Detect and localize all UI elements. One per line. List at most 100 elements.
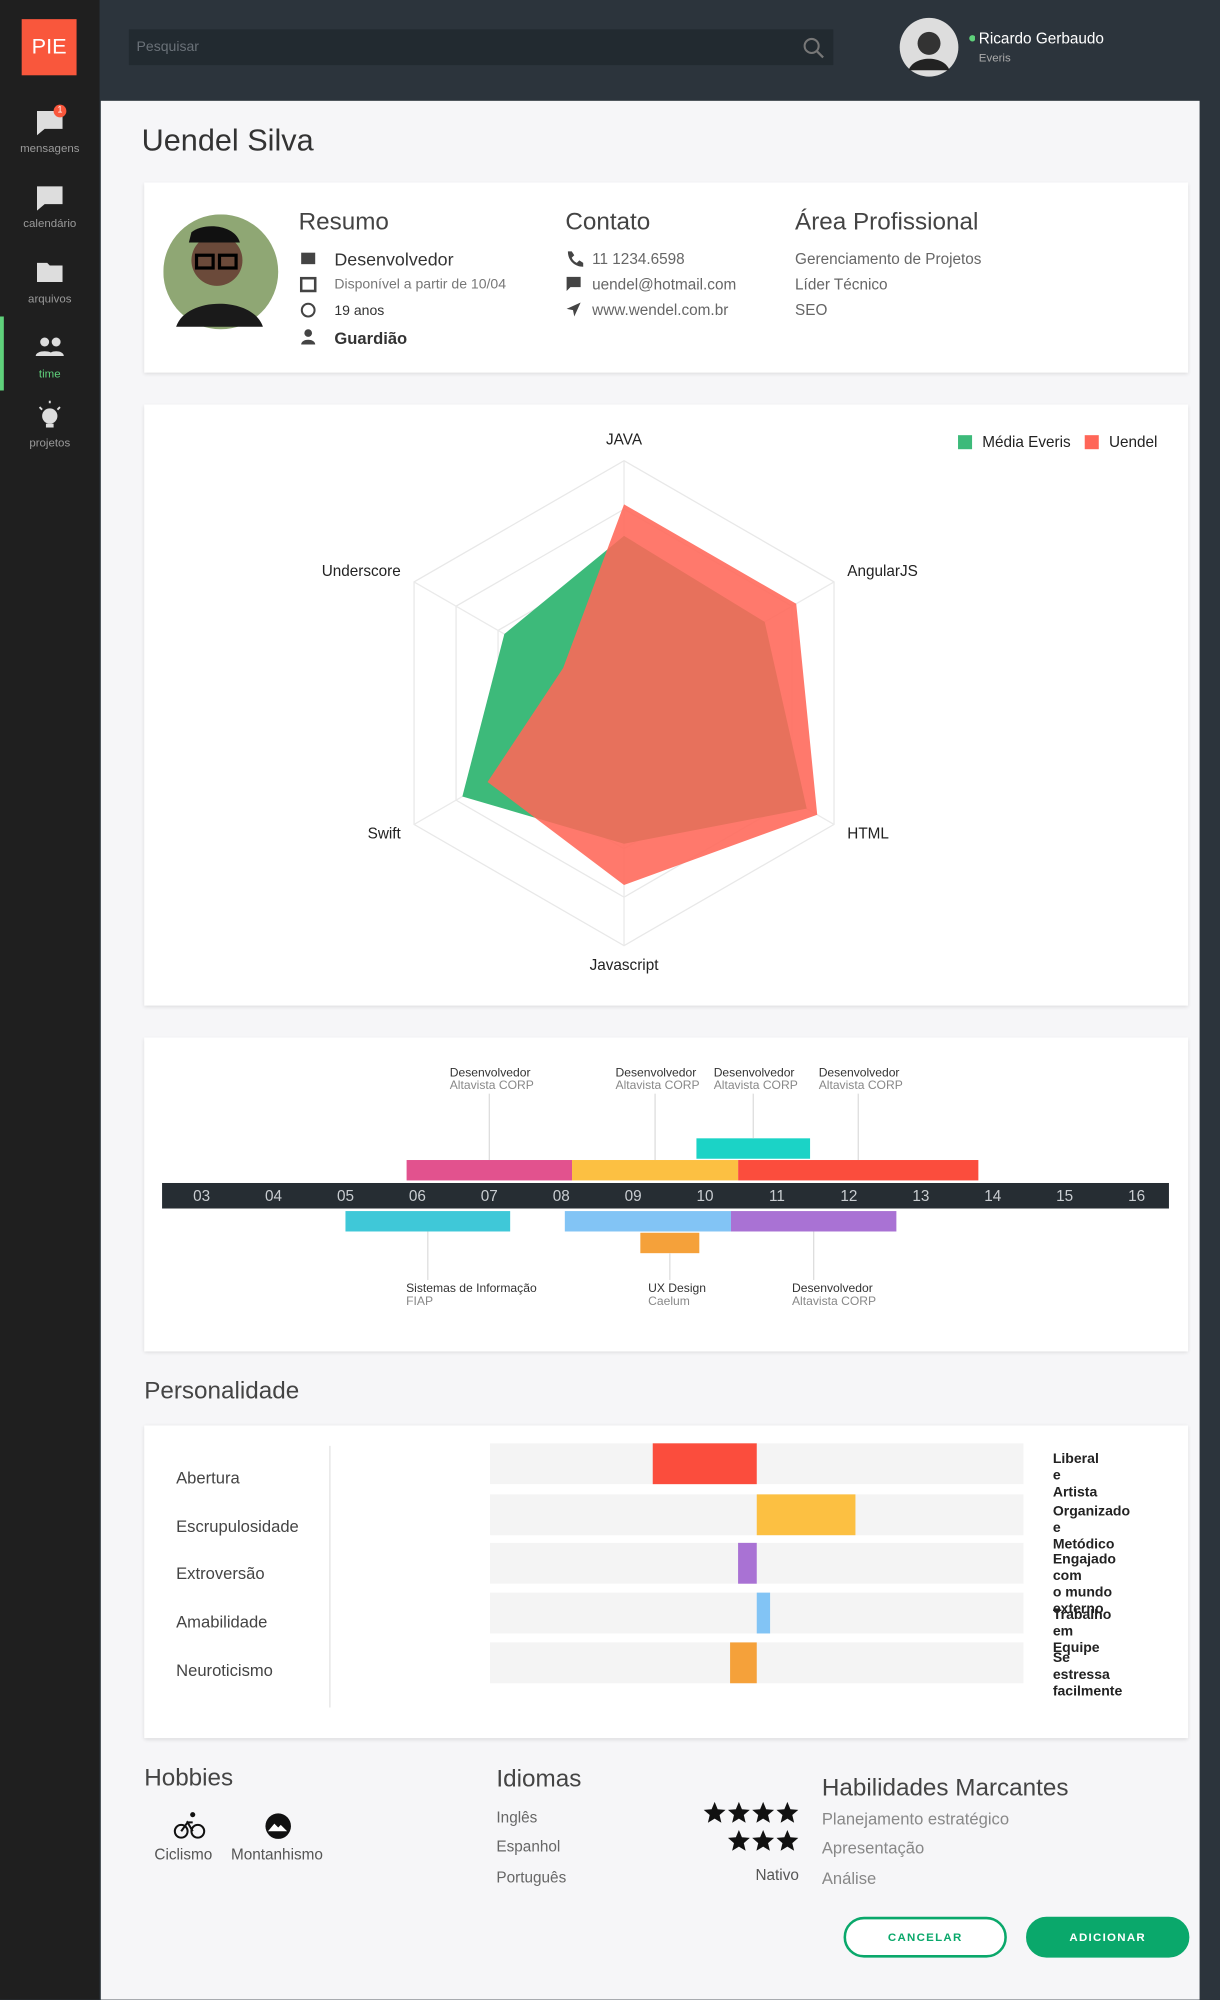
- x-tick-label: 09: [625, 1188, 642, 1205]
- high-label: Se estressa facilmente: [1052, 1650, 1123, 1700]
- sidebar: [0, 0, 100, 2000]
- axis-label: HTML: [847, 826, 889, 843]
- skill: Apresentação: [821, 1838, 925, 1858]
- item-subtitle: Altavista CORP: [616, 1078, 700, 1092]
- item-title: Desenvolvedor: [450, 1065, 531, 1079]
- x-tick-label: 13: [912, 1188, 929, 1205]
- timeline-bar: [696, 1138, 811, 1159]
- item-title: Desenvolvedor: [616, 1065, 697, 1079]
- x-tick-label: 06: [409, 1188, 426, 1205]
- x-tick-label: 10: [697, 1188, 714, 1205]
- nav-item[interactable]: mensagens: [20, 141, 80, 155]
- section-title: Personalidade: [144, 1378, 300, 1406]
- legend-label: Média Everis: [982, 434, 1071, 451]
- bar: [738, 1542, 757, 1584]
- search-placeholder: Pesquisar: [136, 39, 199, 55]
- item-subtitle: Altavista CORP: [819, 1078, 903, 1092]
- nav-item[interactable]: projetos: [29, 436, 71, 450]
- high-label: Organizado e Metódico: [1052, 1503, 1131, 1553]
- high-label: Trabalho em Equipe: [1052, 1607, 1112, 1656]
- language: Português: [496, 1868, 567, 1887]
- axis-label: Javascript: [590, 957, 660, 974]
- section-title: Habilidades Marcantes: [821, 1775, 1069, 1802]
- hobby: Montanhismo: [230, 1845, 323, 1864]
- x-tick-label: 16: [1128, 1188, 1145, 1205]
- category-label: Extroversão: [176, 1563, 265, 1584]
- section-title: Idiomas: [496, 1766, 582, 1793]
- logo[interactable]: PIE: [21, 19, 77, 76]
- item-title: Desenvolvedor: [714, 1065, 795, 1079]
- icon-team: [35, 337, 64, 357]
- language: Inglês: [496, 1808, 538, 1827]
- high-label: Liberal e Artista: [1052, 1451, 1099, 1501]
- skill: Análise: [821, 1868, 877, 1889]
- x-tick-label: 14: [984, 1188, 1002, 1205]
- contact-item[interactable]: www.wendel.com.br: [592, 301, 729, 320]
- icon-calendar: [37, 186, 63, 211]
- nav-item[interactable]: calendário: [23, 216, 77, 230]
- search-box[interactable]: [128, 29, 834, 66]
- profile-photo: [163, 214, 279, 330]
- category-label: Neuroticismo: [176, 1660, 273, 1681]
- divider: [329, 1445, 331, 1708]
- skill: Planejamento estratégico: [821, 1808, 1010, 1829]
- summary-item: Desenvolvedor: [334, 248, 454, 270]
- add-button[interactable]: ADICIONAR: [1026, 1916, 1190, 1958]
- section-title: Contato: [565, 209, 651, 237]
- nav-item[interactable]: time: [38, 367, 61, 381]
- legend-swatch: [958, 435, 973, 450]
- search-icon[interactable]: [801, 36, 827, 62]
- star: [727, 1829, 750, 1851]
- timeline-bar: [738, 1160, 979, 1181]
- item-subtitle: Altavista CORP: [792, 1294, 876, 1308]
- area-item: Líder Técnico: [795, 275, 888, 294]
- icon-files: [37, 262, 63, 283]
- bar: [730, 1642, 757, 1684]
- category-label: Amabilidade: [176, 1612, 268, 1632]
- page-title: Uendel Silva: [141, 123, 314, 159]
- x-tick-label: 08: [553, 1188, 570, 1205]
- x-tick-label: 03: [193, 1188, 210, 1205]
- user-avatar[interactable]: [898, 17, 975, 81]
- area-item: SEO: [795, 301, 828, 320]
- hobby: Ciclismo: [154, 1845, 213, 1864]
- icon-projects: [38, 400, 61, 428]
- star: [727, 1801, 750, 1823]
- category-label: Abertura: [176, 1468, 240, 1488]
- active-indicator: [0, 316, 4, 391]
- icon-messages: [37, 111, 63, 136]
- x-tick-label: 12: [840, 1188, 857, 1205]
- legend-swatch: [1084, 435, 1099, 450]
- language: Espanhol: [496, 1837, 561, 1856]
- user-name: Ricardo Gerbaudo: [978, 29, 1104, 48]
- star: [752, 1829, 775, 1851]
- nav-item[interactable]: arquivos: [28, 292, 72, 305]
- x-tick-label: 07: [481, 1188, 498, 1205]
- timeline-bar: [345, 1211, 511, 1232]
- contact-item[interactable]: uendel@hotmail.com: [592, 275, 737, 294]
- badge-count: 1: [57, 105, 63, 115]
- x-tick-label: 05: [337, 1188, 354, 1205]
- cancel-button[interactable]: CANCELAR: [843, 1916, 1007, 1958]
- star: [703, 1801, 726, 1823]
- timeline-bar: [572, 1160, 739, 1181]
- x-tick-label: 11: [769, 1188, 785, 1205]
- timeline-bar: [640, 1232, 700, 1254]
- bar: [652, 1443, 757, 1485]
- axis-label: Underscore: [322, 563, 401, 580]
- star: [752, 1801, 775, 1823]
- timeline-bar: [564, 1211, 731, 1232]
- contact-item: 11 1234.6598: [592, 250, 685, 268]
- badge: [53, 104, 67, 118]
- axis-label: JAVA: [606, 431, 643, 448]
- hobby-icons: [173, 1812, 291, 1839]
- section-title: Hobbies: [144, 1764, 234, 1792]
- x-tick-label: 15: [1056, 1188, 1073, 1205]
- summary-icons: [299, 252, 317, 345]
- axis-label: AngularJS: [847, 563, 918, 580]
- item-subtitle: Caelum: [648, 1294, 690, 1308]
- legend-label: Uendel: [1109, 434, 1157, 451]
- user-company: Everis: [978, 51, 1011, 64]
- item-subtitle: Altavista CORP: [450, 1078, 534, 1092]
